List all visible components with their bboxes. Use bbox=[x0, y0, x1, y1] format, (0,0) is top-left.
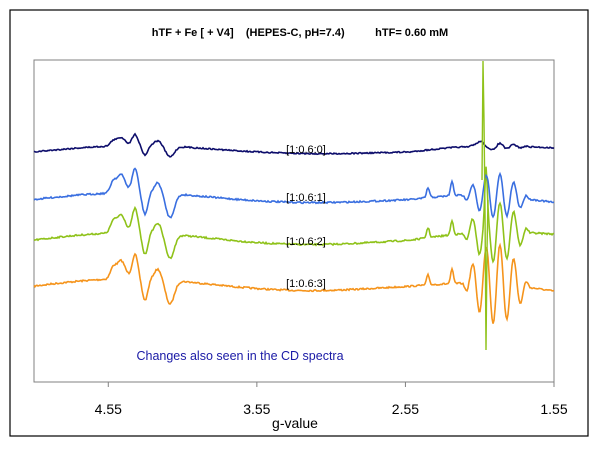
x-tick-label: 4.55 bbox=[95, 401, 122, 417]
spectrum-line-3 bbox=[33, 242, 555, 324]
series-labels: [1:0.6:0] [1:0.6:1] [1:0.6:2] [1:0.6:3] bbox=[286, 144, 326, 290]
series-label: [1:0.6:0] bbox=[286, 144, 326, 156]
spectrum-line-1 bbox=[33, 167, 555, 219]
chart-title: hTF + Fe [ + V4] (HEPES-C, pH=7.4) hTF= … bbox=[152, 27, 448, 39]
x-axis: 4.55 3.55 2.55 1.55 bbox=[95, 382, 568, 417]
x-tick-label: 1.55 bbox=[540, 401, 567, 417]
spectrum-line-2 bbox=[33, 166, 555, 264]
spectrum-line-0 bbox=[33, 132, 555, 158]
series-label: [1:0.6:3] bbox=[286, 278, 326, 290]
series-label: [1:0.6:2] bbox=[286, 236, 326, 248]
series-label: [1:0.6:1] bbox=[286, 192, 326, 204]
chart-annotation: Changes also seen in the CD spectra bbox=[136, 349, 343, 363]
spectra-traces bbox=[33, 60, 555, 351]
x-tick-label: 2.55 bbox=[392, 401, 419, 417]
x-axis-label: g-value bbox=[272, 415, 318, 431]
plot-area bbox=[33, 59, 555, 383]
spectrum-spike bbox=[481, 60, 489, 351]
x-tick-label: 3.55 bbox=[243, 401, 270, 417]
